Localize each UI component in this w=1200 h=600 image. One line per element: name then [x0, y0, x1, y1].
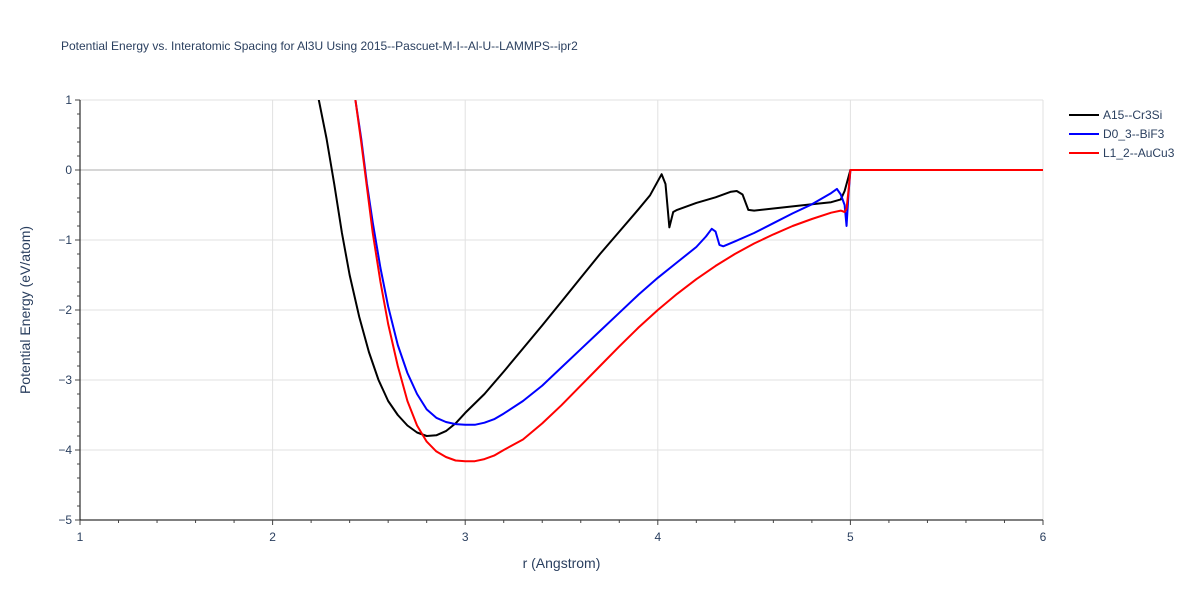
legend-item-d0-3-bif3[interactable]: D0_3--BiF3 — [1069, 127, 1165, 141]
series-line-a15-cr3si[interactable] — [317, 100, 1043, 437]
y-tick-label: −1 — [58, 233, 72, 247]
x-tick-label: 4 — [654, 530, 661, 544]
x-tick-label: 2 — [269, 530, 276, 544]
y-tick-label: −5 — [58, 513, 72, 527]
y-tick-label: −2 — [58, 303, 72, 317]
chart-title: Potential Energy vs. Interatomic Spacing… — [61, 39, 578, 53]
grid-lines — [80, 99, 1044, 520]
x-tick-label: 3 — [462, 530, 469, 544]
series-line-d0-3-bif3[interactable] — [354, 100, 1043, 426]
series-line-l1-2-aucu3[interactable] — [354, 100, 1043, 463]
x-tick-label: 6 — [1040, 530, 1047, 544]
axes — [75, 99, 1044, 525]
y-tick-label: −3 — [58, 373, 72, 387]
legend-item-l1-2-aucu3[interactable]: L1_2--AuCu3 — [1069, 146, 1175, 160]
legend[interactable]: A15--Cr3Si D0_3--BiF3 L1_2--AuCu3 — [1069, 108, 1175, 160]
y-tick-label: −4 — [58, 443, 72, 457]
x-axis-title: r (Angstrom) — [523, 555, 601, 571]
legend-label: D0_3--BiF3 — [1103, 127, 1165, 141]
legend-item-a15-cr3si[interactable]: A15--Cr3Si — [1069, 108, 1162, 122]
y-axis-title: Potential Energy (eV/atom) — [17, 226, 33, 394]
x-tick-label: 1 — [77, 530, 84, 544]
x-tick-label: 5 — [847, 530, 854, 544]
legend-label: L1_2--AuCu3 — [1103, 146, 1175, 160]
series-lines[interactable] — [317, 100, 1043, 463]
tick-labels: 1 2 3 4 5 6 1 0 −1 −2 −3 −4 −5 — [58, 93, 1046, 544]
legend-label: A15--Cr3Si — [1103, 108, 1162, 122]
y-tick-label: 1 — [65, 93, 72, 107]
y-tick-label: 0 — [65, 163, 72, 177]
